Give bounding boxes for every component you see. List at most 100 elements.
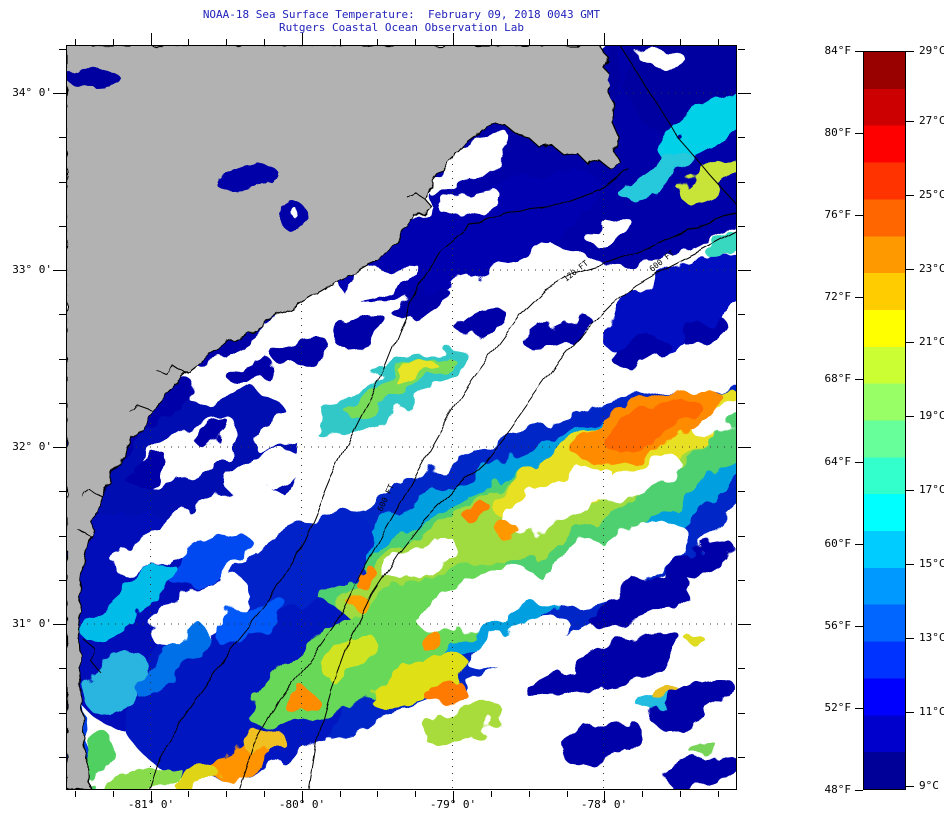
colorbar-f-tick xyxy=(855,379,863,380)
y-major-tick xyxy=(53,93,66,94)
y-minor-tick xyxy=(59,668,66,669)
colorbar-c-tick xyxy=(906,416,914,417)
colorbar-f-label: 56°F xyxy=(824,619,852,632)
y-major-tick xyxy=(738,447,751,448)
x-minor-tick xyxy=(529,39,530,45)
colorbar-f-tick xyxy=(855,462,863,463)
x-minor-tick xyxy=(226,791,227,797)
x-minor-tick xyxy=(113,39,114,45)
x-minor-tick xyxy=(491,39,492,45)
x-tick-label: -79° 0' xyxy=(429,798,477,811)
x-minor-tick xyxy=(377,39,378,45)
y-minor-tick xyxy=(738,757,745,758)
x-minor-tick xyxy=(567,39,568,45)
x-tick-label: -80° 0' xyxy=(278,798,326,811)
colorbar-c-tick xyxy=(906,786,914,787)
colorbar-f-tick xyxy=(855,544,863,545)
x-minor-tick xyxy=(75,39,76,45)
y-minor-tick xyxy=(59,49,66,50)
x-minor-tick xyxy=(567,791,568,797)
y-minor-tick xyxy=(738,491,745,492)
colorbar-f-label: 60°F xyxy=(824,537,852,550)
x-major-tick xyxy=(302,33,303,45)
x-minor-tick xyxy=(75,791,76,797)
colorbar-f-label: 68°F xyxy=(824,372,852,385)
colorbar-c-tick xyxy=(906,490,914,491)
colorbar-c-label: 19°C xyxy=(919,409,944,422)
x-major-tick xyxy=(151,791,152,803)
x-major-tick xyxy=(151,33,152,45)
x-minor-tick xyxy=(340,791,341,797)
y-minor-tick xyxy=(59,226,66,227)
colorbar-c-label: 15°C xyxy=(919,557,944,570)
colorbar-f-tick xyxy=(855,215,863,216)
colorbar-f-tick xyxy=(855,708,863,709)
colorbar-f-label: 52°F xyxy=(824,701,852,714)
y-major-tick xyxy=(53,270,66,271)
colorbar-c-label: 23°C xyxy=(919,262,944,275)
x-minor-tick xyxy=(264,791,265,797)
x-minor-tick xyxy=(642,791,643,797)
x-minor-tick xyxy=(113,791,114,797)
colorbar-c-tick xyxy=(906,342,914,343)
y-minor-tick xyxy=(59,580,66,581)
y-minor-tick xyxy=(59,359,66,360)
y-minor-tick xyxy=(738,137,745,138)
colorbar-f-tick xyxy=(855,790,863,791)
colorbar-c-label: 13°C xyxy=(919,631,944,644)
y-minor-tick xyxy=(738,314,745,315)
x-minor-tick xyxy=(718,39,719,45)
y-minor-tick xyxy=(738,182,745,183)
x-minor-tick xyxy=(680,791,681,797)
x-minor-tick xyxy=(188,791,189,797)
x-tick-label: -81° 0' xyxy=(127,798,175,811)
y-tick-label: 32° 0' xyxy=(12,440,52,453)
x-minor-tick xyxy=(491,791,492,797)
colorbar-f-label: 84°F xyxy=(824,44,852,57)
inland-water xyxy=(66,45,619,231)
colorbar-c-tick xyxy=(906,269,914,270)
y-minor-tick xyxy=(59,491,66,492)
colorbar-f-label: 72°F xyxy=(824,290,852,303)
colorbar-f-label: 64°F xyxy=(824,455,852,468)
y-minor-tick xyxy=(738,49,745,50)
x-minor-tick xyxy=(718,791,719,797)
colorbar-c-tick xyxy=(906,121,914,122)
x-major-tick xyxy=(302,791,303,803)
y-minor-tick xyxy=(59,403,66,404)
x-minor-tick xyxy=(264,39,265,45)
y-minor-tick xyxy=(738,226,745,227)
colorbar-f-label: 76°F xyxy=(824,208,852,221)
colorbar xyxy=(863,51,906,790)
y-minor-tick xyxy=(738,536,745,537)
colorbar-f-tick xyxy=(855,626,863,627)
x-major-tick xyxy=(453,791,454,803)
x-tick-label: -78° 0' xyxy=(580,798,628,811)
x-minor-tick xyxy=(188,39,189,45)
colorbar-f-label: 48°F xyxy=(824,783,852,796)
x-minor-tick xyxy=(415,39,416,45)
y-major-tick xyxy=(53,624,66,625)
colorbar-c-label: 25°C xyxy=(919,188,944,201)
x-major-tick xyxy=(604,791,605,803)
colorbar-c-tick xyxy=(906,564,914,565)
colorbar-c-label: 21°C xyxy=(919,335,944,348)
y-tick-label: 33° 0' xyxy=(12,263,52,276)
x-major-tick xyxy=(453,33,454,45)
x-major-tick xyxy=(604,33,605,45)
x-minor-tick xyxy=(377,791,378,797)
y-minor-tick xyxy=(59,314,66,315)
y-minor-tick xyxy=(59,757,66,758)
y-major-tick xyxy=(738,270,751,271)
colorbar-c-label: 11°C xyxy=(919,705,944,718)
y-major-tick xyxy=(738,93,751,94)
y-tick-label: 34° 0' xyxy=(12,86,52,99)
y-minor-tick xyxy=(738,713,745,714)
colorbar-c-label: 17°C xyxy=(919,483,944,496)
coastline xyxy=(66,45,622,790)
colorbar-c-tick xyxy=(906,51,914,52)
colorbar-c-tick xyxy=(906,712,914,713)
colorbar-f-label: 80°F xyxy=(824,126,852,139)
y-minor-tick xyxy=(59,137,66,138)
